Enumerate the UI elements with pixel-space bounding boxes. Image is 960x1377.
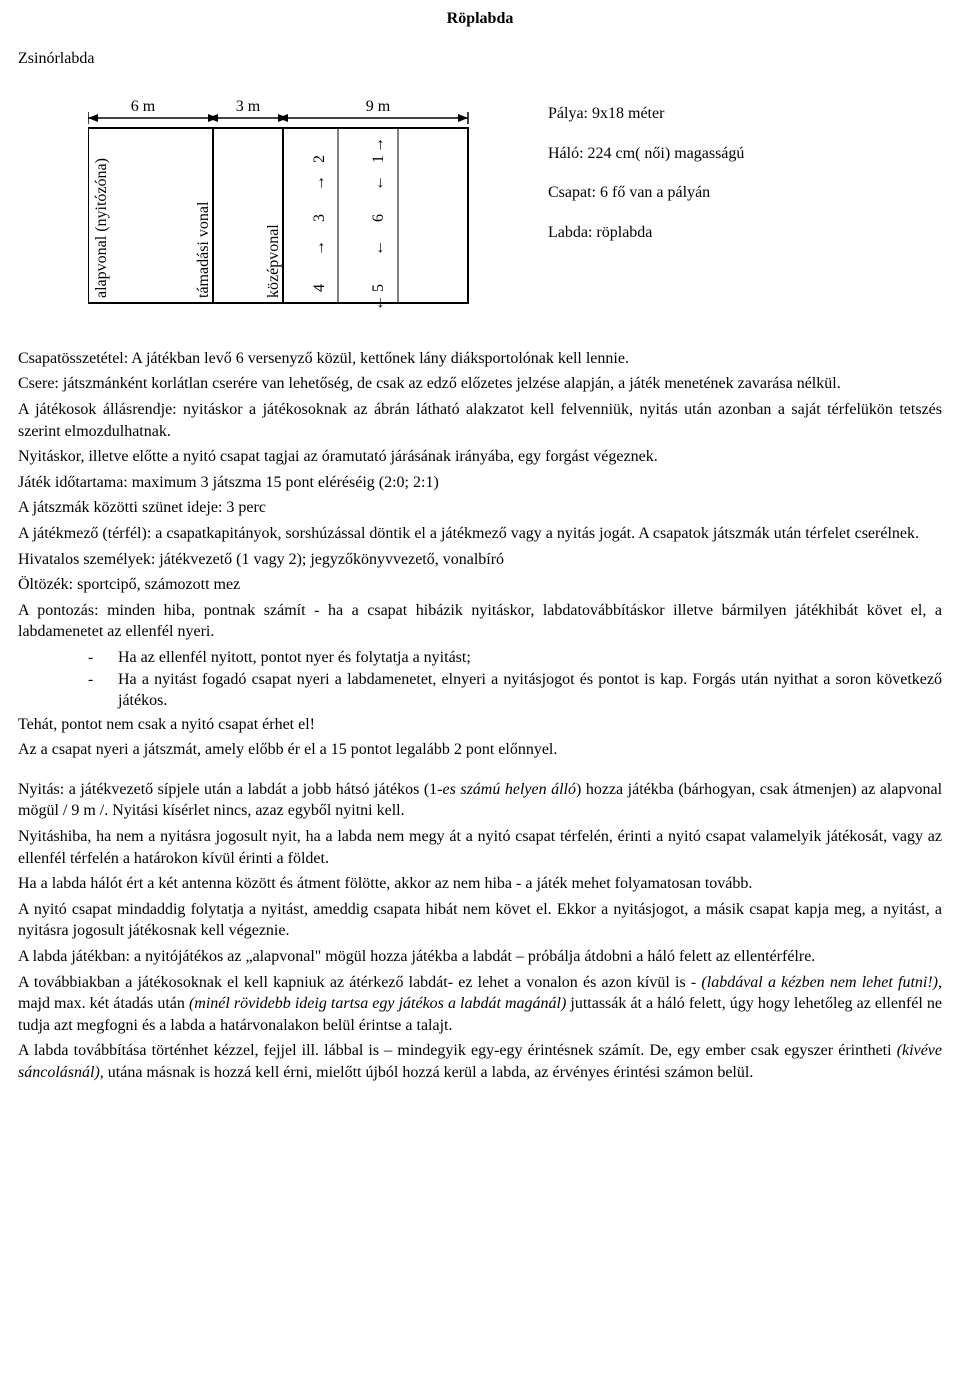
p9: Öltözék: sportcipő, számozott mez — [18, 574, 942, 596]
p19c: utána másnak is hozzá kell érni, mielőtt… — [104, 1064, 754, 1081]
court-diagram: 6 m 3 m 9 m alapvonal (nyitózóna) támadá… — [88, 93, 488, 320]
rot-3: 3 — [311, 214, 328, 222]
p2: Csere: játszmánként korlátlan cserére va… — [18, 373, 942, 395]
rot-arrow-d2: ← — [370, 240, 387, 256]
label-alapvonal: alapvonal (nyitózóna) — [93, 158, 110, 298]
p18b: (labdával a kézben nem lehet futni!) — [701, 974, 938, 991]
p16: A nyitó csapat mindaddig folytatja a nyi… — [18, 899, 942, 942]
p15: Ha a labda hálót ért a két antenna közöt… — [18, 873, 942, 895]
page: Röplabda Zsinórlabda 6 m 3 m 9 m — [0, 0, 960, 1377]
p8: Hivatalos személyek: játékvezető (1 vagy… — [18, 549, 942, 571]
info-labda: Labda: röplabda — [548, 222, 744, 244]
rot-arrow-up2: → — [311, 240, 328, 256]
bullet-list: Ha az ellenfél nyitott, pontot nyer és f… — [18, 647, 942, 712]
p1: Csapatösszetétel: A játékban levő 6 vers… — [18, 348, 942, 370]
rot-5: 5 — [370, 284, 387, 292]
p4: Nyitáskor, illetve előtte a nyitó csapat… — [18, 446, 942, 468]
rot-2: 2 — [311, 155, 328, 163]
p6: A játszmák közötti szünet ideje: 3 perc — [18, 497, 942, 519]
bullet-2: Ha a nyitást fogadó csapat nyeri a labda… — [88, 669, 942, 712]
info-list: Pálya: 9x18 méter Háló: 224 cm( női) mag… — [548, 93, 744, 261]
rot-arrow-up: → — [311, 175, 328, 191]
p14: Nyitáshiba, ha nem a nyitásra jogosult n… — [18, 826, 942, 869]
spacer — [18, 765, 942, 779]
rot-1: 1 — [370, 155, 387, 163]
p18: A továbbiakban a játékosoknak el kell ka… — [18, 972, 942, 1037]
page-subtitle: Zsinórlabda — [18, 48, 942, 70]
rot-arrow-d1: ← — [370, 175, 387, 191]
rot-4: 4 — [311, 284, 328, 292]
p3: A játékosok állásrendje: nyitáskor a ját… — [18, 399, 942, 442]
label-kozepvonal: középvonal — [265, 224, 282, 298]
p7: A játékmező (térfél): a csapatkapitányok… — [18, 523, 942, 545]
p18d: (minél rövidebb ideig tartsa egy játékos… — [189, 995, 566, 1012]
p19a: A labda továbbítása történhet kézzel, fe… — [18, 1042, 897, 1059]
diagram-row: 6 m 3 m 9 m alapvonal (nyitózóna) támadá… — [18, 93, 942, 320]
dim-3m: 3 m — [236, 98, 261, 115]
p13a: Nyitás: a játékvezető sípjele után a lab… — [18, 781, 437, 798]
p11: Tehát, pontot nem csak a nyitó csapat ér… — [18, 714, 942, 736]
p13b: -es számú helyen álló — [437, 781, 576, 798]
p12: Az a csapat nyeri a játszmát, amely előb… — [18, 739, 942, 761]
p13: Nyitás: a játékvezető sípjele után a lab… — [18, 779, 942, 822]
info-palya: Pálya: 9x18 méter — [548, 103, 744, 125]
dim-9m: 9 m — [366, 98, 391, 115]
rot-6: 6 — [370, 214, 387, 222]
rot-arrow-l: ← — [370, 295, 387, 311]
bullet-1: Ha az ellenfél nyitott, pontot nyer és f… — [88, 647, 942, 669]
page-title: Röplabda — [18, 8, 942, 30]
p5: Játék időtartama: maximum 3 játszma 15 p… — [18, 472, 942, 494]
rot-arrow-r1: → — [370, 137, 387, 153]
dim-6m: 6 m — [131, 98, 156, 115]
info-csapat: Csapat: 6 fő van a pályán — [548, 182, 744, 204]
p10: A pontozás: minden hiba, pontnak számít … — [18, 600, 942, 643]
info-halo: Háló: 224 cm( női) magasságú — [548, 143, 744, 165]
label-tamadasi: támadási vonal — [195, 201, 212, 298]
p17: A labda játékban: a nyitójátékos az „ala… — [18, 946, 942, 968]
p18a: A továbbiakban a játékosoknak el kell ka… — [18, 974, 701, 991]
p19: A labda továbbítása történhet kézzel, fe… — [18, 1040, 942, 1083]
body-text: Csapatösszetétel: A játékban levő 6 vers… — [18, 348, 942, 1084]
